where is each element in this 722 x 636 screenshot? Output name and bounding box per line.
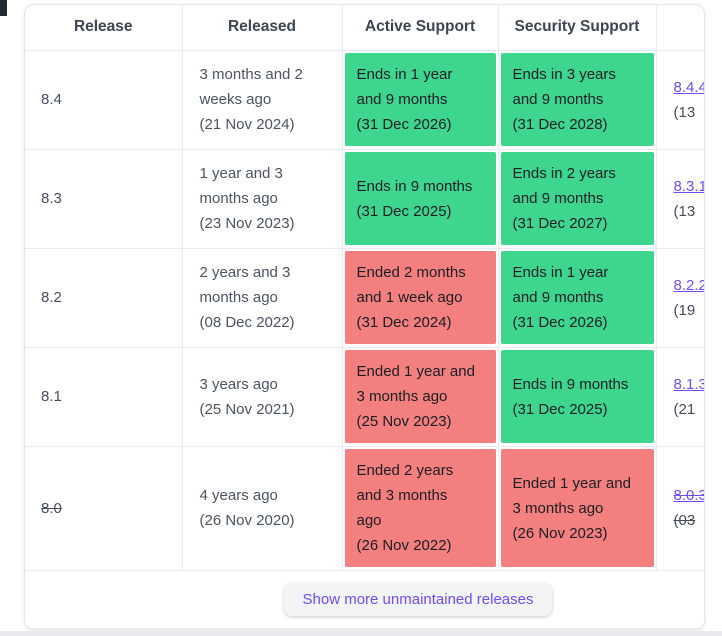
column-header-latest [656, 5, 704, 51]
release-version: 8.4 [41, 91, 62, 108]
security-support-text: Ends in 3 years and 9 months (31 Dec 202… [512, 66, 616, 133]
column-header-active-support: Active Support [342, 5, 499, 51]
release-version: 8.2 [41, 289, 62, 306]
release-table-card: Release Released Active Support Security… [24, 4, 705, 630]
latest-version-link[interactable]: 8.3.1 [673, 177, 705, 195]
security-support-cell: Ends in 2 years and 9 months (31 Dec 202… [500, 152, 654, 245]
active-support-cell: Ends in 1 year and 9 months (31 Dec 2026… [344, 53, 496, 146]
security-support-text: Ended 1 year and 3 months ago (26 Nov 20… [512, 474, 631, 542]
active-support-cell: Ends in 9 months (31 Dec 2025) [344, 152, 496, 245]
active-support-text: Ended 2 years and 3 months ago (26 Nov 2… [356, 462, 454, 554]
released-date: 4 years ago (26 Nov 2020) [199, 487, 295, 529]
table-header-row: Release Released Active Support Security… [25, 5, 704, 51]
security-support-cell: Ends in 3 years and 9 months (31 Dec 202… [500, 53, 654, 146]
table-row: 8.2 2 years and 3 months ago (08 Dec 202… [25, 248, 705, 348]
released-date: 1 year and 3 months ago (23 Nov 2023) [199, 165, 295, 232]
column-header-security-support: Security Support [498, 5, 657, 51]
screen-corner-fragment [0, 0, 7, 16]
latest-version-link[interactable]: 8.4.4 [673, 78, 705, 96]
security-support-text: Ends in 1 year and 9 months (31 Dec 2026… [512, 264, 609, 331]
latest-release-date: (19 [673, 301, 696, 319]
active-support-text: Ends in 1 year and 9 months (31 Dec 2026… [356, 66, 453, 133]
release-support-table: Release Released Active Support Security… [25, 5, 705, 629]
release-version: 8.0 [41, 499, 62, 517]
released-date: 3 months and 2 weeks ago (21 Nov 2024) [199, 66, 303, 133]
page-section-divider [0, 631, 722, 636]
latest-release-date: (13 [673, 103, 696, 121]
latest-release-date: (21 [673, 400, 696, 418]
table-row: 8.1 3 years ago (25 Nov 2021) Ended 1 ye… [25, 347, 705, 447]
latest-release-date: (13 [673, 202, 696, 220]
security-support-text: Ends in 9 months (31 Dec 2025) [512, 375, 629, 418]
released-date: 3 years ago (25 Nov 2021) [199, 375, 295, 418]
column-header-released: Released [182, 5, 343, 51]
active-support-cell: Ended 2 months and 1 week ago (31 Dec 20… [344, 251, 496, 344]
latest-version-link[interactable]: 8.1.3 [673, 375, 705, 393]
security-support-cell: Ends in 9 months (31 Dec 2025) [500, 350, 654, 443]
table-row: 8.3 1 year and 3 months ago (23 Nov 2023… [25, 149, 705, 249]
released-date: 2 years and 3 months ago (08 Dec 2022) [199, 264, 295, 331]
latest-version-link[interactable]: 8.2.2 [673, 276, 705, 294]
security-support-text: Ends in 2 years and 9 months (31 Dec 202… [512, 165, 616, 232]
latest-release-date: (03 [673, 512, 696, 529]
active-support-text: Ended 1 year and 3 months ago (25 Nov 20… [356, 363, 475, 430]
release-version: 8.3 [41, 190, 62, 207]
table-row: 8.0 4 years ago (26 Nov 2020) Ended 2 ye… [25, 446, 705, 571]
active-support-cell: Ended 1 year and 3 months ago (25 Nov 20… [344, 350, 496, 443]
security-support-cell: Ended 1 year and 3 months ago (26 Nov 20… [500, 449, 654, 567]
table-row: 8.4 3 months and 2 weeks ago (21 Nov 202… [25, 50, 705, 150]
latest-version-link[interactable]: 8.0.3 [673, 487, 705, 504]
active-support-cell: Ended 2 years and 3 months ago (26 Nov 2… [344, 449, 496, 567]
show-more-unmaintained-button[interactable]: Show more unmaintained releases [283, 582, 553, 616]
security-support-cell: Ends in 1 year and 9 months (31 Dec 2026… [500, 251, 654, 344]
table-footer-row: Show more unmaintained releases [25, 570, 704, 629]
column-header-release: Release [25, 5, 183, 51]
active-support-text: Ended 2 months and 1 week ago (31 Dec 20… [356, 264, 466, 331]
release-version: 8.1 [41, 388, 62, 405]
active-support-text: Ends in 9 months (31 Dec 2025) [356, 177, 473, 220]
